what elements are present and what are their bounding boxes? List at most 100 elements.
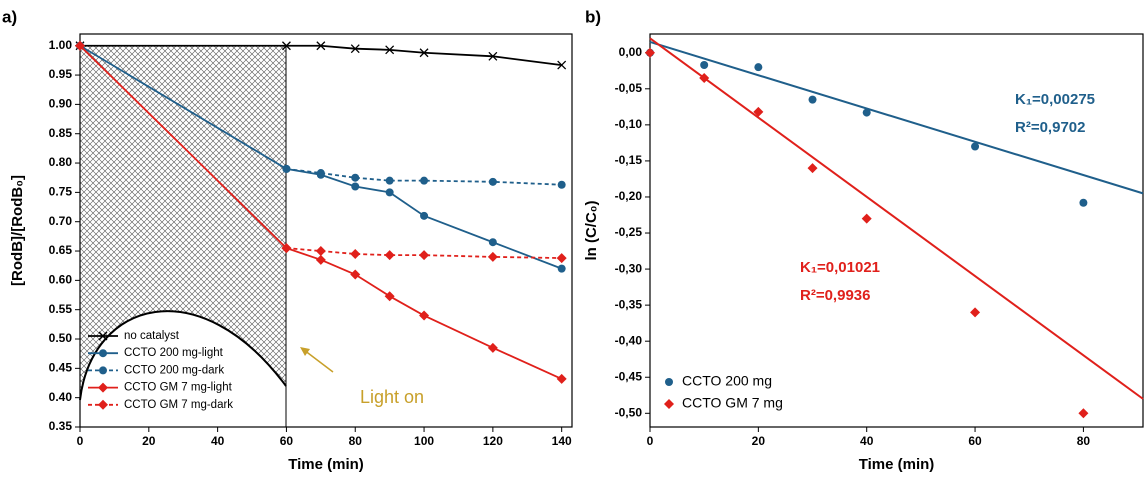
y-tick-label: -0,15	[615, 153, 643, 167]
x-axis-label: Time (min)	[859, 456, 935, 473]
legend-swatch	[98, 382, 108, 393]
data-point	[282, 164, 291, 173]
data-point	[556, 373, 567, 384]
y-axis-label: ln (C/C₀)	[583, 200, 600, 260]
x-tick-label: 20	[752, 434, 766, 448]
legend-swatch	[99, 349, 107, 358]
y-tick-label: -0,25	[615, 225, 643, 239]
arch-fill	[80, 311, 286, 427]
panel-label: b)	[585, 7, 601, 26]
legend-label: CCTO 200 mg	[682, 373, 772, 389]
data-point	[1079, 198, 1088, 207]
legend-label: CCTO GM 7 mg-dark	[124, 399, 233, 411]
legend-swatch	[98, 331, 108, 341]
data-point-stroke	[316, 41, 326, 51]
data-point	[557, 60, 567, 70]
light-on-arrowhead	[300, 347, 310, 356]
fit-line	[649, 37, 1144, 400]
data-point	[350, 44, 360, 54]
legend-label: CCTO 200 mg-dark	[124, 364, 224, 376]
data-point	[385, 188, 394, 197]
y-tick-label: -0,40	[615, 333, 643, 347]
legend-label: CCTO GM 7 mg	[682, 395, 783, 411]
y-tick-label: -0,20	[615, 189, 643, 203]
data-point	[351, 182, 360, 191]
data-point	[970, 307, 981, 318]
panel-label: a)	[2, 7, 17, 26]
data-point	[488, 238, 497, 247]
annotation: K₁=0,00275	[1015, 91, 1095, 108]
x-tick-label: 120	[483, 434, 503, 448]
y-tick-label: -0,45	[615, 369, 643, 383]
legend-swatch	[664, 399, 674, 409]
data-point	[281, 243, 292, 254]
series-line	[80, 44, 562, 66]
x-axis-label: Time (min)	[288, 456, 364, 473]
y-tick-label: 0,00	[619, 45, 643, 59]
data-point	[753, 106, 764, 117]
data-point	[1078, 408, 1089, 419]
data-point-stroke	[488, 51, 498, 61]
data-point	[971, 142, 980, 151]
data-point	[419, 310, 430, 321]
annotation: Light on	[360, 387, 424, 407]
annotation: K₁=0,01021	[800, 259, 880, 276]
y-tick-label: 0.60	[49, 273, 73, 287]
x-tick-label: 0	[77, 434, 84, 448]
legend-swatch	[99, 366, 107, 375]
series-line	[79, 44, 563, 270]
legend-swatch	[98, 399, 108, 410]
data-point	[315, 246, 326, 257]
y-tick-label: 0.40	[49, 390, 73, 404]
y-tick-label: -0,10	[615, 117, 643, 131]
y-tick-label: 0.35	[49, 419, 73, 433]
fit-line	[649, 40, 1144, 195]
data-point	[420, 211, 429, 220]
light-on-arrow	[303, 349, 334, 373]
x-tick-label: 0	[647, 434, 654, 448]
data-point	[385, 176, 394, 185]
y-tick-label: -0,35	[615, 297, 643, 311]
x-tick-label: 20	[142, 434, 156, 448]
x-tick-label: 40	[211, 434, 225, 448]
x-tick-label: 100	[414, 434, 434, 448]
y-tick-label: 0.95	[49, 67, 73, 81]
legend-swatch-stroke	[98, 331, 108, 341]
data-point	[862, 108, 871, 117]
x-tick-label: 60	[280, 434, 294, 448]
legend-swatch	[665, 378, 673, 386]
legend-label: CCTO 200 mg-light	[124, 347, 224, 359]
data-point	[384, 291, 395, 302]
legend-label: no catalyst	[124, 330, 180, 342]
y-tick-label: 0.50	[49, 331, 73, 345]
data-point	[281, 41, 291, 51]
annotation: R²=0,9702	[1015, 119, 1085, 136]
y-tick-label: -0,30	[615, 261, 643, 275]
y-tick-label: 1.00	[49, 38, 73, 52]
y-tick-label: 0.70	[49, 214, 73, 228]
data-point	[419, 48, 429, 58]
x-tick-label: 140	[552, 434, 572, 448]
data-point	[350, 269, 361, 280]
plot-frame	[649, 33, 1144, 428]
data-point	[385, 45, 395, 55]
data-point	[420, 176, 429, 185]
data-point-stroke	[385, 45, 395, 55]
data-point	[316, 41, 326, 51]
x-tick-label: 80	[1077, 434, 1091, 448]
series-line	[79, 45, 563, 380]
y-axis-label: [RodB]/[RodB₀]	[9, 175, 26, 286]
data-point-stroke	[557, 60, 567, 70]
x-tick-label: 60	[968, 434, 982, 448]
data-point	[808, 95, 817, 104]
data-point	[557, 180, 566, 189]
data-point	[557, 264, 566, 273]
data-point	[487, 251, 498, 262]
data-point	[316, 169, 325, 178]
annotation: R²=0,9936	[800, 287, 870, 304]
y-tick-label: -0,50	[615, 405, 643, 419]
data-point	[754, 63, 763, 72]
y-tick-label: 0.85	[49, 126, 73, 140]
data-point	[350, 248, 361, 259]
